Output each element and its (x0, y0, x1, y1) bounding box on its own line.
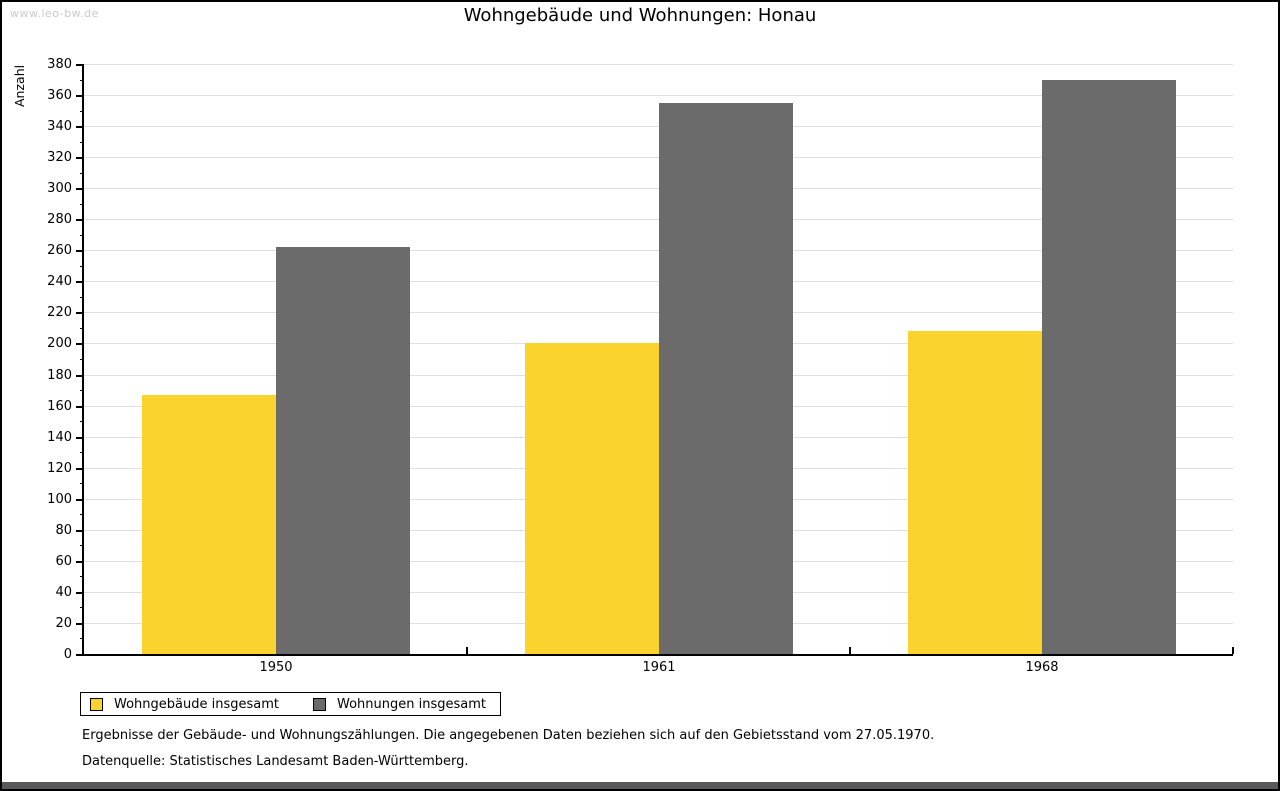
y-major-tick (76, 654, 84, 656)
y-tick-label: 340 (47, 119, 72, 134)
legend: Wohngebäude insgesamt Wohnungen insgesamt (80, 692, 501, 716)
y-major-tick (76, 95, 84, 97)
x-tick-label: 1968 (1025, 660, 1059, 675)
gridline (84, 312, 1233, 313)
y-major-tick (76, 188, 84, 190)
y-tick-label: 300 (47, 181, 72, 196)
y-major-tick (76, 592, 84, 594)
gridline (84, 126, 1233, 127)
y-major-tick (76, 281, 84, 283)
y-tick-label: 180 (47, 368, 72, 383)
y-major-tick (76, 343, 84, 345)
x-boundary-tick (1232, 647, 1234, 654)
gridline (84, 157, 1233, 158)
y-tick-label: 220 (47, 305, 72, 320)
x-boundary-tick (466, 647, 468, 654)
y-major-tick (76, 623, 84, 625)
y-major-tick (76, 468, 84, 470)
y-tick-label: 80 (55, 523, 72, 538)
y-major-tick (76, 499, 84, 501)
legend-swatch-icon (90, 697, 103, 711)
y-tick-label: 380 (47, 57, 72, 72)
y-tick-label: 100 (47, 492, 72, 507)
watermark-link[interactable]: www.leo-bw.de (10, 7, 99, 20)
legend-item-1: Wohnungen insgesamt (313, 697, 486, 712)
chart-title: Wohngebäude und Wohnungen: Honau (463, 5, 817, 26)
bar-wohngebaeude-1968 (908, 331, 1042, 654)
y-major-tick (76, 64, 84, 66)
y-major-tick (76, 375, 84, 377)
bar-wohnungen-1961 (659, 103, 793, 654)
y-major-tick (76, 219, 84, 221)
footnote-results: Ergebnisse der Gebäude- und Wohnungszähl… (82, 728, 935, 743)
y-major-tick (76, 126, 84, 128)
bar-wohngebaeude-1961 (525, 343, 659, 654)
legend-label: Wohnungen insgesamt (337, 696, 486, 712)
bottom-strip (2, 782, 1278, 789)
legend-label: Wohngebäude insgesamt (114, 696, 279, 712)
y-major-tick (76, 312, 84, 314)
bar-wohnungen-1968 (1042, 80, 1176, 654)
y-tick-label: 240 (47, 274, 72, 289)
y-major-tick (76, 561, 84, 563)
y-tick-label: 320 (47, 150, 72, 165)
y-tick-label: 60 (55, 554, 72, 569)
legend-item-0: Wohngebäude insgesamt (90, 697, 279, 712)
x-tick-label: 1961 (642, 660, 676, 675)
y-major-tick (76, 406, 84, 408)
y-major-tick (76, 437, 84, 439)
y-major-tick (76, 157, 84, 159)
x-tick-label: 1950 (259, 660, 293, 675)
y-tick-label: 280 (47, 212, 72, 227)
bar-wohngebaeude-1950 (142, 395, 276, 654)
x-boundary-tick (849, 647, 851, 654)
gridline (84, 281, 1233, 282)
y-major-tick (76, 250, 84, 252)
y-tick-label: 360 (47, 88, 72, 103)
y-major-tick (76, 530, 84, 532)
y-tick-label: 0 (63, 647, 72, 662)
gridline (84, 95, 1233, 96)
y-tick-label: 120 (47, 461, 72, 476)
y-tick-label: 140 (47, 430, 72, 445)
gridline (84, 188, 1233, 189)
y-tick-label: 40 (55, 585, 72, 600)
gridline (84, 64, 1233, 65)
y-tick-label: 20 (55, 616, 72, 631)
gridline (84, 219, 1233, 220)
footnote-source: Datenquelle: Statistisches Landesamt Bad… (82, 754, 469, 769)
legend-swatch-icon (313, 697, 326, 711)
y-axis-line (82, 64, 84, 656)
bar-wohnungen-1950 (276, 247, 410, 654)
y-tick-label: 260 (47, 243, 72, 258)
y-tick-label: 160 (47, 399, 72, 414)
x-axis-line (82, 654, 1233, 656)
y-tick-label: 200 (47, 336, 72, 351)
gridline (84, 250, 1233, 251)
